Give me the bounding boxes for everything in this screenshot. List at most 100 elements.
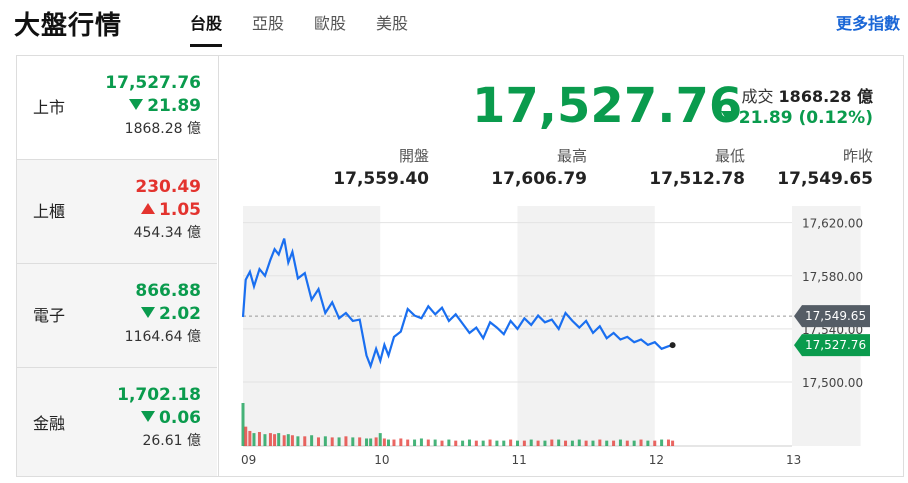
volume-bar: [570, 440, 574, 446]
volume-bar: [605, 440, 609, 446]
last-price-badge-bg: [794, 334, 870, 357]
volume-bar: [529, 439, 533, 446]
sidebar-item-electronics[interactable]: 電子 866.88 2.02 1164.64 億: [17, 264, 217, 368]
stat-label: 昨收: [842, 147, 873, 165]
volume-bar: [612, 440, 616, 446]
sidebar-item-volume: 454.34 億: [133, 225, 201, 241]
down-arrow-icon: [720, 110, 735, 122]
sidebar-item-change: 21.89: [147, 96, 201, 116]
volume-bar: [344, 436, 348, 446]
volume-bar: [481, 440, 485, 446]
more-indices-link[interactable]: 更多指數: [835, 14, 900, 33]
volume-bar: [282, 435, 286, 446]
volume-bar: [536, 440, 540, 446]
volume-bar: [618, 439, 622, 446]
volume-bar: [337, 437, 341, 446]
sidebar-item-label: 上櫃: [33, 202, 66, 221]
index-change: 21.89 (0.12%): [720, 108, 873, 128]
sidebar-item-label: 金融: [33, 414, 66, 433]
tab-asia[interactable]: 亞股: [252, 14, 285, 33]
volume-bar: [273, 434, 277, 446]
index-change-value: 21.89 (0.12%): [738, 108, 873, 128]
stat-value: 17,549.65: [777, 169, 873, 189]
volume-bar: [263, 434, 267, 446]
up-arrow-icon: [141, 202, 156, 214]
volume-bar: [374, 437, 378, 446]
volume-bar: [296, 436, 300, 446]
volume-bar: [382, 438, 386, 446]
sidebar-item-price: 866.88: [135, 281, 201, 301]
volume-bar: [502, 440, 506, 446]
volume-bar: [419, 438, 423, 446]
prev-close-badge-bg: [794, 305, 870, 328]
volume-bar: [467, 439, 471, 446]
sidebar-item-label: 上市: [33, 98, 66, 117]
last-point: [669, 342, 676, 349]
stat-label: 最高: [556, 147, 587, 165]
page-title: 大盤行情: [14, 11, 123, 41]
volume-bar: [413, 439, 417, 446]
hour-band: [243, 206, 381, 446]
sidebar-item-otc[interactable]: 上櫃 230.49 1.05 454.34 億: [17, 160, 217, 264]
turnover-value: 1868.28 億: [778, 87, 873, 106]
top-bar: 大盤行情 台股 亞股 歐股 美股 更多指數: [0, 0, 908, 47]
hour-band: [517, 206, 655, 446]
sidebar-item-price: 17,527.76: [105, 73, 201, 93]
x-tick-label: 10: [374, 453, 389, 467]
volume-bar: [639, 439, 643, 446]
volume-bar: [351, 437, 355, 446]
stat-label: 最低: [714, 147, 745, 165]
volume-bar: [671, 440, 675, 446]
volume-bar: [522, 440, 526, 446]
volume-bar: [392, 439, 396, 446]
y-tick-label: 17,500.00: [802, 376, 863, 390]
volume-bar: [316, 437, 320, 446]
sidebar-item-finance[interactable]: 金融 1,702.18 0.06 26.61 億: [17, 368, 217, 476]
down-arrow-icon: [129, 98, 144, 110]
stat-open: 開盤 17,559.40: [333, 146, 429, 192]
stat-value: 17,512.78: [649, 169, 745, 189]
sidebar-item-volume: 1868.28 億: [124, 121, 201, 137]
volume-bar: [369, 438, 373, 446]
volume-bar: [653, 440, 657, 446]
volume-bar: [244, 426, 248, 446]
sidebar-item-volume: 26.61 億: [142, 433, 201, 449]
volume-bar: [666, 439, 670, 446]
volume-bar: [252, 433, 256, 446]
volume-bar: [584, 440, 588, 446]
price-line: [241, 238, 673, 370]
tab-taiwan[interactable]: 台股: [190, 10, 223, 47]
x-tick-label: 13: [786, 453, 801, 467]
volume-bar: [286, 434, 290, 446]
stat-value: 17,606.79: [491, 169, 587, 189]
volume-bar: [290, 435, 294, 446]
volume-bar: [461, 440, 465, 446]
volume-bar: [330, 437, 334, 446]
volume-bar: [323, 436, 327, 446]
sidebar-item-volume: 1164.64 億: [124, 329, 201, 345]
volume-bar: [474, 440, 478, 446]
sidebar-item-change: 0.06: [159, 408, 201, 428]
stat-prev-close: 昨收 17,549.65: [777, 146, 873, 192]
down-arrow-icon: [141, 410, 156, 422]
last-price-badge: 17,527.76: [805, 338, 866, 352]
volume-bar: [646, 440, 650, 446]
volume-bar: [509, 439, 513, 446]
volume-bar: [406, 439, 410, 446]
volume-bar: [557, 439, 561, 446]
sidebar-item-price: 1,702.18: [117, 385, 201, 405]
prev-close-badge: 17,549.65: [805, 309, 866, 323]
volume-bar: [625, 440, 629, 446]
volume-bar: [488, 439, 492, 446]
stat-high: 最高 17,606.79: [491, 146, 587, 192]
y-tick-label: 17,620.00: [802, 217, 863, 231]
market-tabs: 台股 亞股 歐股 美股: [190, 10, 438, 47]
volume-bar: [543, 440, 547, 446]
volume-bar: [632, 440, 636, 446]
y-tick-label: 17,580.00: [802, 270, 863, 284]
sidebar-item-listed[interactable]: 上市 17,527.76 21.89 1868.28 億: [17, 56, 217, 160]
market-panel: 上市 17,527.76 21.89 1868.28 億 上櫃 230.49 1…: [16, 55, 904, 477]
tab-us[interactable]: 美股: [376, 14, 409, 33]
volume-bar: [440, 440, 444, 446]
tab-europe[interactable]: 歐股: [314, 14, 347, 33]
